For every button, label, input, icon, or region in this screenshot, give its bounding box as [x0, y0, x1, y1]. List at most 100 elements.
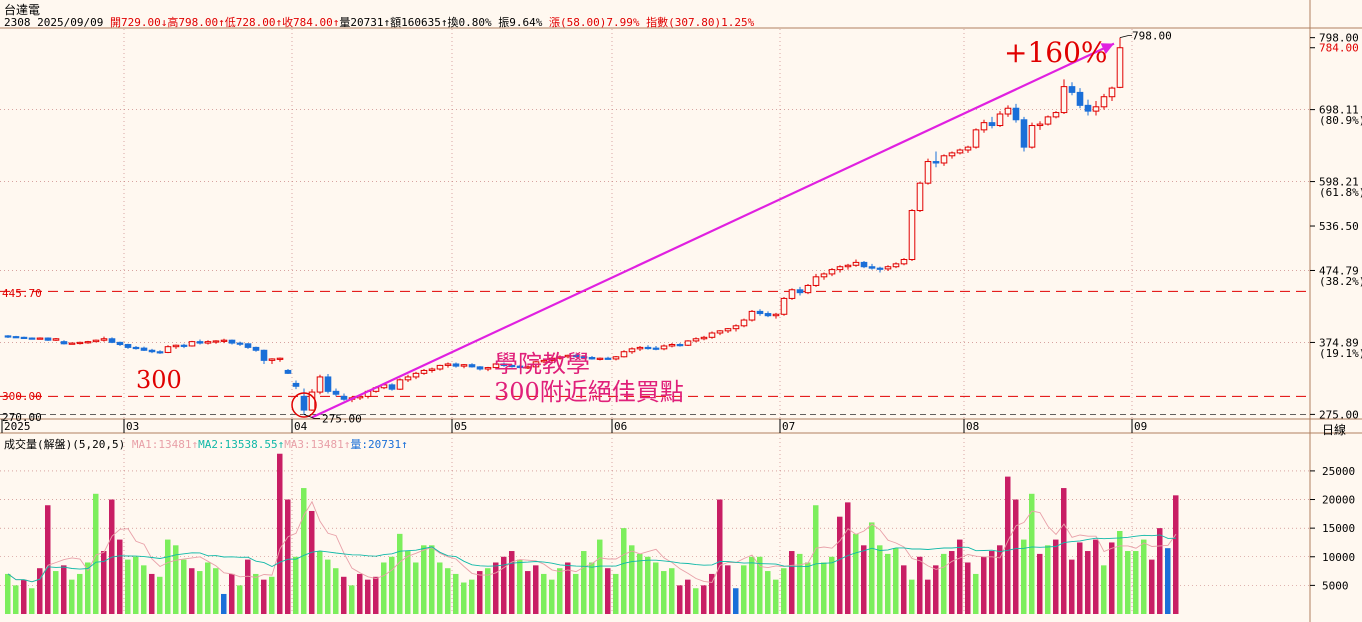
volume-bar: [61, 565, 67, 614]
volume-bar: [893, 548, 899, 614]
time-tick-label: 04: [294, 420, 308, 433]
time-tick-label: 06: [614, 420, 627, 433]
volume-bar: [237, 585, 243, 614]
candle-body: [1012, 107, 1020, 121]
volume-bar: [741, 565, 747, 614]
volume-bar: [613, 573, 619, 614]
price-tick-label: 536.50: [1319, 220, 1359, 233]
candle-body: [4, 335, 12, 338]
volume-bar: [501, 556, 507, 614]
volume-bar: [173, 545, 179, 614]
volume-bar: [229, 573, 235, 614]
volume-bar: [413, 562, 419, 614]
volume-bar: [805, 562, 811, 614]
volume-bar: [909, 579, 915, 614]
low-marker-label: 275.00: [322, 412, 362, 425]
candle-body: [932, 161, 940, 164]
volume-bar: [181, 559, 187, 614]
left-label-upper: 445.70: [2, 287, 42, 300]
volume-bar: [485, 568, 491, 614]
candle-body: [188, 341, 196, 347]
candle-body: [668, 344, 676, 347]
time-tick-label: 03: [126, 420, 139, 433]
candle-body: [404, 376, 412, 381]
candle-body: [284, 369, 292, 374]
candle-body: [236, 342, 244, 345]
candle-body: [812, 276, 820, 286]
candle-body: [892, 263, 900, 268]
candle-body: [684, 340, 692, 346]
candle-body: [924, 161, 932, 184]
volume-bar: [1045, 545, 1051, 614]
period-label[interactable]: 日線: [1322, 423, 1347, 437]
turnover-value: 換0.80%: [447, 16, 492, 29]
price-tick-label: 275.00: [1319, 408, 1359, 421]
volume-bar: [461, 582, 467, 614]
left-label-bottom: 270.00: [2, 411, 42, 424]
candle-body: [516, 365, 524, 369]
candle-body: [660, 345, 668, 350]
volume-bar: [1141, 539, 1147, 614]
candle-body: [148, 349, 156, 353]
volume-bar: [1069, 559, 1075, 614]
gain-percent-label: +160%: [1004, 36, 1108, 69]
volume-bar: [421, 545, 427, 614]
candle-body: [292, 382, 300, 387]
candle-body: [140, 347, 148, 351]
volume-bar: [717, 499, 723, 614]
volume-tick-label: 25000: [1322, 465, 1355, 478]
teaching-note: 學院教學 300附近絕佳買點: [494, 350, 684, 406]
candle-body: [940, 155, 948, 164]
candle-body: [68, 342, 76, 345]
volume-bar: [13, 585, 19, 614]
volume-bar: [965, 562, 971, 614]
candle-body: [964, 146, 972, 151]
volume-bar: [853, 533, 859, 614]
volume-bar: [645, 556, 651, 614]
volume-bar: [445, 568, 451, 614]
candle-body: [108, 338, 116, 343]
high-marker-label: 798.00: [1132, 30, 1172, 43]
volume-bar: [973, 573, 979, 614]
volume-bar: [589, 562, 595, 614]
price-tick-label: (80.9%): [1319, 114, 1362, 127]
volume-bar: [365, 579, 371, 614]
candle-body: [852, 261, 860, 266]
candle-body: [1092, 106, 1100, 112]
volume-bar: [997, 545, 1003, 614]
candle-body: [460, 364, 468, 367]
volume-bar: [605, 568, 611, 614]
volume-bar: [389, 556, 395, 614]
volume-ma20-line: [7, 534, 1177, 583]
volume-bar: [141, 565, 147, 614]
candle-body: [1108, 87, 1116, 98]
volume-bar: [309, 510, 315, 614]
candle-body: [1076, 91, 1084, 106]
volume-bar: [1013, 499, 1019, 614]
price-tick-label: 374.89: [1319, 336, 1359, 349]
price-tick-label: 598.21: [1319, 176, 1359, 189]
volume-bar: [821, 562, 827, 614]
candle-body: [580, 356, 588, 359]
amount-value: 額160635↑: [390, 16, 448, 29]
volume-bar: [533, 565, 539, 614]
candle-body: [644, 346, 652, 350]
volume-bar: [733, 588, 739, 614]
candle-body: [908, 210, 916, 261]
volume-bar: [293, 556, 299, 614]
candle-body: [228, 339, 236, 344]
trend-arrow: [311, 42, 1115, 419]
volume-bar: [653, 562, 659, 614]
candle-body: [116, 341, 124, 346]
volume-bar: [245, 559, 251, 614]
volume-bar: [349, 585, 355, 614]
volume-bar: [1117, 531, 1123, 614]
candle-body: [252, 346, 260, 351]
volume-bar: [133, 556, 139, 614]
low-marker-line: [303, 414, 320, 419]
level-300-label: 300: [136, 366, 182, 394]
volume-bar: [77, 573, 83, 614]
